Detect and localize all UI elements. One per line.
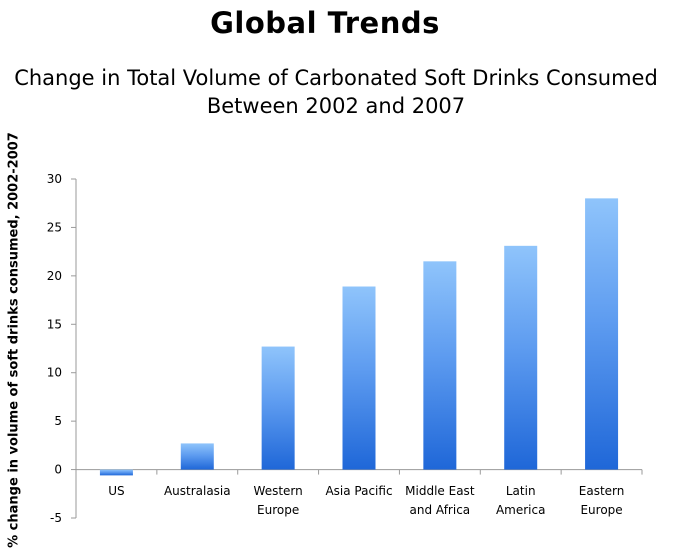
bar [504,245,538,470]
chart-title: Global Trends [210,6,440,40]
chart-subtitle: Change in Total Volume of Carbonated Sof… [0,64,672,120]
category-label: Asia Pacific [325,484,392,498]
category-label: US [108,484,124,498]
category-label: Australasia [164,484,231,498]
y-tick-label: 15 [47,317,62,331]
bar [423,261,457,470]
y-tick-labels: 30 25 20 15 10 5 0 -5 [47,172,76,525]
y-tick-label: 10 [47,366,62,380]
category-label: Western Europe [254,484,303,517]
bars [99,198,619,476]
bar [99,469,133,476]
y-tick-label: 5 [54,414,62,428]
y-tick-label: 25 [47,220,62,234]
subtitle-line-1: Change in Total Volume of Carbonated Sof… [14,66,658,90]
subtitle-line-2: Between 2002 and 2007 [206,94,466,118]
category-label: Latin America [496,484,546,517]
bar [261,346,295,470]
category-label: Eastern Europe [579,484,625,517]
axes [75,179,643,518]
bar [585,198,619,470]
bar [180,443,214,470]
y-tick-label: 20 [47,269,62,283]
y-tick-label: -5 [50,511,62,525]
y-tick-label: 30 [47,172,62,186]
category-label: Middle East and Africa [405,484,475,517]
bar [342,286,376,470]
category-labels: US Australasia Western Europe Asia Pacific Mi… [108,484,624,517]
y-tick-label: 0 [54,463,62,477]
